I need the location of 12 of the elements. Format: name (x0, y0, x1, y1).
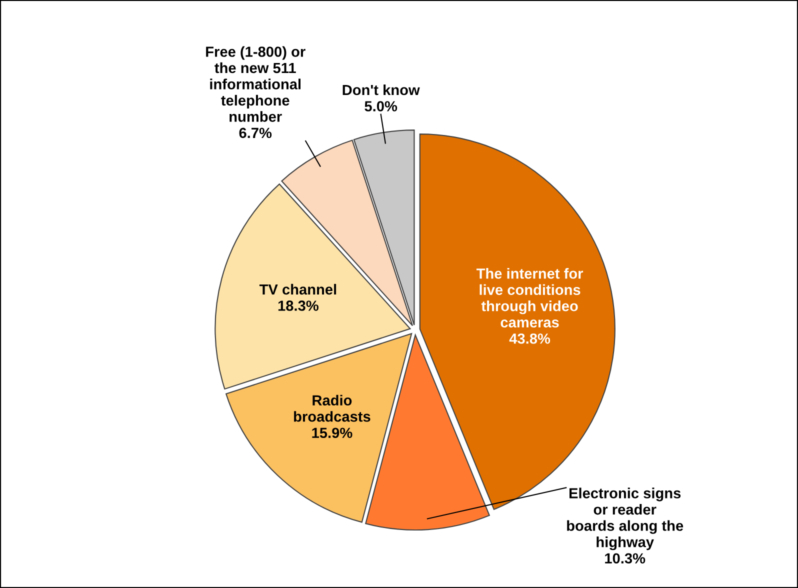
data-label: 5.0% (364, 101, 398, 112)
slice-label: Don't know (342, 84, 420, 96)
data-label: 15.9% (312, 428, 352, 438)
slice-label: Radio broadcasts (294, 394, 370, 422)
slice-label: Free (1-800) or the new 511 informational telephone number (206, 46, 306, 122)
data-label: 18.3% (278, 300, 318, 311)
data-label: 10.3% (605, 553, 646, 564)
slice-label: TV channel (259, 284, 336, 295)
slice-label: Electronic signs or reader boards along the highway (567, 488, 684, 550)
data-label: 43.8% (509, 333, 550, 344)
slice-label: The internet for live conditions through video cameras (476, 268, 584, 328)
data-label: 6.7% (239, 128, 272, 138)
